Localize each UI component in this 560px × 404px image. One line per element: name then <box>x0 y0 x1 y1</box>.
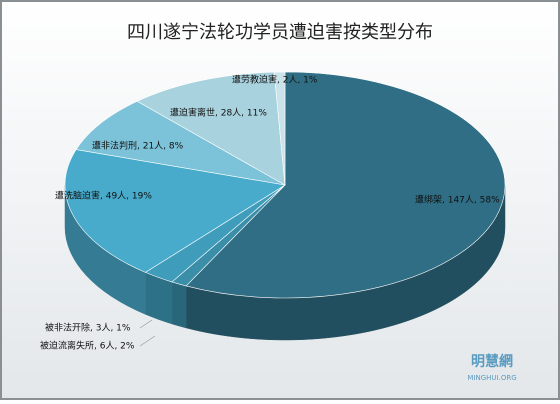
data-label: 被非法开除, 3人, 1% <box>45 322 131 334</box>
slice <box>273 71 286 186</box>
slice-side <box>171 281 187 329</box>
chart-title: 四川遂宁法轮功学员遭迫害按类型分布 <box>127 22 433 43</box>
slice <box>185 71 506 299</box>
leader-line <box>139 319 153 329</box>
watermark-subtitle: MINGHUI.ORG <box>467 374 516 382</box>
data-label: 被迫流离失所, 6人, 2% <box>40 340 135 352</box>
slice <box>136 71 286 186</box>
data-label: 遭非法判刑, 21人, 8% <box>92 140 184 152</box>
slice <box>75 100 286 186</box>
leader-line <box>139 335 156 347</box>
data-label: 遭劳教迫害, 2人, 1% <box>232 74 318 86</box>
data-label: 遭迫害离世, 28人, 11% <box>170 107 267 119</box>
data-label: 遭绑架, 147人, 58% <box>415 194 500 206</box>
pie: 遭绑架, 147人, 58% 被非法开除, 3人, 1% 被迫流离失所, 6人, 2… <box>40 71 506 352</box>
watermark-title: 明慧網 <box>471 353 513 370</box>
slice <box>64 149 286 273</box>
data-label: 遭洗脑迫害, 49人, 19% <box>55 190 152 202</box>
